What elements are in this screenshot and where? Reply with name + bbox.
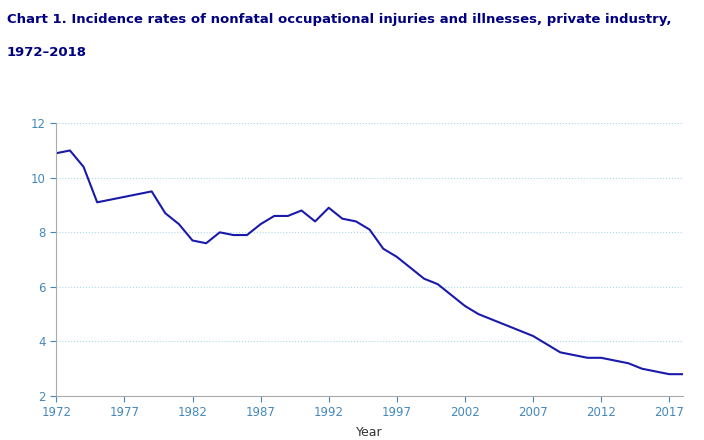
Text: 1972–2018: 1972–2018 <box>7 46 87 59</box>
X-axis label: Year: Year <box>356 426 383 440</box>
Text: Chart 1. Incidence rates of nonfatal occupational injuries and illnesses, privat: Chart 1. Incidence rates of nonfatal occ… <box>7 13 672 26</box>
